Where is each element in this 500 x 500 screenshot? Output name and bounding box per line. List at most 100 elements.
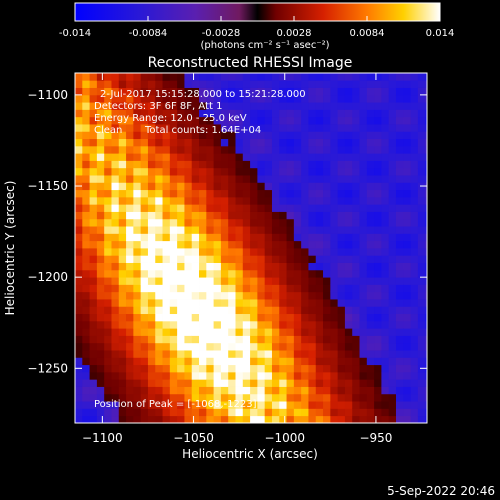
heatmap-cell: [337, 175, 346, 183]
heatmap-cell: [228, 196, 236, 205]
heatmap-cell: [330, 350, 339, 358]
heatmap-cell: [395, 342, 404, 351]
heatmap-cell: [250, 131, 258, 140]
heatmap-cell: [199, 189, 207, 198]
heatmap-cell: [155, 211, 163, 220]
heatmap-cell: [308, 393, 317, 402]
heatmap-cell: [184, 248, 193, 256]
heatmap-cell: [162, 73, 171, 81]
heatmap-cell: [352, 175, 360, 183]
heatmap-cell: [315, 102, 324, 110]
heatmap-cell: [169, 306, 178, 315]
heatmap-cell: [271, 277, 280, 285]
heatmap-cell: [220, 415, 229, 423]
heatmap-cell: [133, 364, 142, 373]
heatmap-cell: [126, 218, 134, 227]
heatmap-cell: [177, 211, 185, 220]
heatmap-cell: [403, 153, 411, 161]
heatmap-cell: [250, 233, 258, 242]
heatmap-cell: [344, 131, 353, 140]
heatmap-cell: [308, 94, 317, 103]
heatmap-cell: [82, 189, 90, 198]
heatmap-cell: [264, 350, 273, 358]
heatmap-cell: [301, 80, 309, 88]
heatmap-cell: [410, 284, 419, 293]
heatmap-cell: [257, 131, 266, 140]
heatmap-cell: [169, 102, 178, 110]
heatmap-cell: [308, 255, 317, 263]
heatmap-cell: [126, 269, 134, 278]
heatmap-cell: [286, 328, 295, 336]
heatmap-cell: [374, 138, 382, 147]
heatmap-cell: [126, 233, 134, 242]
heatmap-cell: [169, 240, 178, 249]
heatmap-cell: [271, 401, 280, 409]
heatmap-cell: [374, 189, 382, 198]
heatmap-cell: [199, 364, 207, 373]
heatmap-cell: [388, 204, 397, 212]
heatmap-cell: [75, 342, 83, 351]
heatmap-cell: [323, 124, 331, 132]
heatmap-cell: [96, 211, 105, 220]
heatmap-cell: [206, 393, 215, 402]
heatmap-cell: [162, 357, 171, 366]
heatmap-cell: [184, 255, 193, 263]
heatmap-cell: [388, 284, 397, 293]
heatmap-cell: [293, 138, 302, 147]
heatmap-cell: [96, 386, 105, 395]
heatmap-cell: [118, 124, 127, 132]
heatmap-cell: [228, 269, 236, 278]
heatmap-cell: [82, 335, 90, 344]
heatmap-cell: [213, 371, 222, 380]
heatmap-cell: [381, 364, 390, 373]
heatmap-cell: [228, 233, 236, 242]
heatmap-cell: [118, 218, 127, 227]
heatmap-cell: [133, 350, 142, 358]
heatmap-cell: [111, 401, 120, 409]
heatmap-cell: [206, 386, 215, 395]
heatmap-cell: [96, 182, 105, 191]
heatmap-cell: [133, 131, 142, 140]
heatmap-cell: [235, 240, 244, 249]
heatmap-cell: [206, 255, 215, 263]
heatmap-cell: [184, 320, 193, 329]
heatmap-cell: [111, 87, 120, 96]
heatmap-cell: [330, 73, 339, 81]
heatmap-cell: [315, 342, 324, 351]
heatmap-cell: [308, 262, 317, 271]
heatmap-cell: [257, 182, 266, 191]
heatmap-cell: [89, 94, 98, 103]
heatmap-cell: [169, 204, 178, 212]
heatmap-cell: [242, 277, 251, 285]
heatmap-cell: [366, 284, 375, 293]
heatmap-cell: [352, 167, 360, 176]
heatmap-cell: [111, 211, 120, 220]
heatmap-cell: [315, 80, 324, 88]
heatmap-cell: [388, 131, 397, 140]
heatmap-cell: [213, 393, 222, 402]
heatmap-cell: [126, 248, 134, 256]
heatmap-cell: [126, 401, 134, 409]
heatmap-cell: [206, 211, 215, 220]
heatmap-cell: [388, 124, 397, 132]
heatmap-cell: [330, 320, 339, 329]
heatmap-cell: [286, 167, 295, 176]
heatmap-cell: [235, 124, 244, 132]
heatmap-cell: [417, 145, 426, 154]
heatmap-cell: [104, 269, 112, 278]
heatmap-cell: [366, 167, 375, 176]
heatmap-cell: [242, 379, 251, 387]
heatmap-cell: [118, 80, 127, 88]
heatmap-cell: [191, 73, 200, 81]
heatmap-cell: [89, 386, 98, 395]
heatmap-cell: [96, 408, 105, 417]
heatmap-cell: [308, 364, 317, 373]
heatmap-cell: [330, 175, 339, 183]
heatmap-cell: [75, 102, 83, 110]
heatmap-cell: [140, 145, 149, 154]
heatmap-cell: [286, 255, 295, 263]
heatmap-cell: [330, 335, 339, 344]
heatmap-cell: [366, 240, 375, 249]
heatmap-cell: [293, 313, 302, 322]
heatmap-cell: [220, 371, 229, 380]
